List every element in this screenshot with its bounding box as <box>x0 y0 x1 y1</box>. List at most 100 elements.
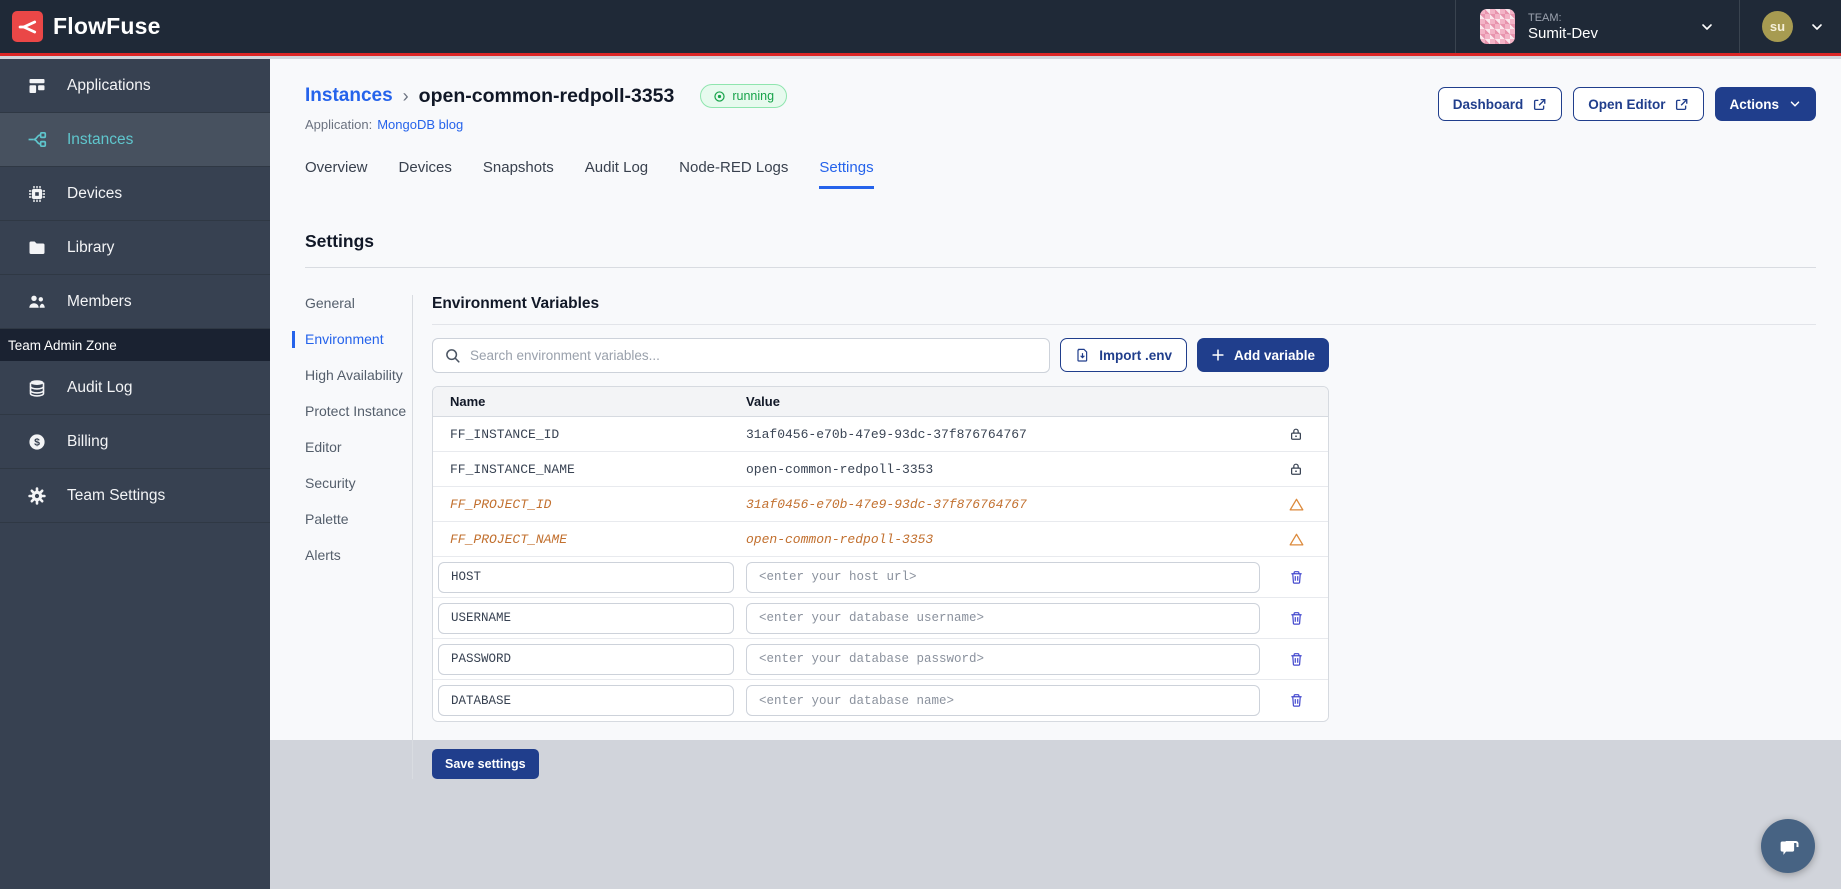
search-input[interactable] <box>470 348 1039 363</box>
tab-snapshots[interactable]: Snapshots <box>482 159 554 176</box>
instances-icon <box>26 129 48 150</box>
env-var-name-input[interactable] <box>438 602 734 634</box>
column-header-value: Value <box>746 394 780 409</box>
env-var-value: 31af0456-e70b-47e9-93dc-37f876764767 <box>746 496 1027 512</box>
sidebar-item-label: Audit Log <box>67 378 133 396</box>
sidebar-item-label: Billing <box>67 432 109 450</box>
env-var-value: open-common-redpoll-3353 <box>746 461 934 477</box>
team-admin-zone-label: Team Admin Zone <box>0 329 270 361</box>
dashboard-button[interactable]: Dashboard <box>1437 87 1563 121</box>
add-variable-button[interactable]: Add variable <box>1196 338 1329 372</box>
open-editor-button[interactable]: Open Editor <box>1573 87 1705 121</box>
sidebar-item-billing[interactable]: $ Billing <box>0 415 270 469</box>
chat-icon <box>1780 840 1799 855</box>
settings-nav-protect-instance[interactable]: Protect Instance <box>305 403 407 419</box>
chip-icon <box>26 184 48 204</box>
settings-subnav: General Environment High Availability Pr… <box>292 295 412 779</box>
team-avatar <box>1480 9 1515 44</box>
chevron-down-icon <box>1790 101 1800 107</box>
tab-node-red-logs[interactable]: Node-RED Logs <box>679 159 789 176</box>
settings-nav-general[interactable]: General <box>305 295 355 311</box>
applications-icon <box>26 76 48 96</box>
env-var-name-input[interactable] <box>438 643 734 675</box>
settings-nav-environment[interactable]: Environment <box>292 331 412 348</box>
settings-section: Settings General Environment High Availa… <box>292 231 1816 779</box>
sidebar-item-instances[interactable]: Instances <box>0 113 270 167</box>
actions-button[interactable]: Actions <box>1715 87 1816 121</box>
tab-devices[interactable]: Devices <box>398 159 452 176</box>
sidebar-item-label: Library <box>67 238 115 256</box>
sidebar-item-applications[interactable]: Applications <box>0 59 270 113</box>
tab-overview[interactable]: Overview <box>305 159 368 176</box>
user-menu[interactable]: su <box>1740 11 1841 42</box>
lock-icon <box>1264 427 1328 441</box>
plus-icon <box>1212 349 1224 361</box>
env-var-value-input[interactable] <box>746 602 1260 634</box>
add-variable-label: Add variable <box>1233 347 1315 363</box>
sidebar-item-team-settings[interactable]: Team Settings <box>0 469 270 523</box>
dollar-icon: $ <box>26 432 48 452</box>
sidebar-item-label: Team Settings <box>67 486 166 504</box>
settings-title: Settings <box>305 231 375 251</box>
tab-settings[interactable]: Settings <box>819 159 874 189</box>
search-icon <box>446 349 460 363</box>
sidebar-item-label: Devices <box>67 184 123 202</box>
database-icon <box>26 378 48 398</box>
gear-icon <box>26 486 48 506</box>
sidebar-item-audit-log[interactable]: Audit Log <box>0 361 270 415</box>
brand-name: FlowFuse <box>53 13 161 39</box>
save-settings-button[interactable]: Save settings <box>432 749 539 779</box>
status-badge: running <box>700 84 788 108</box>
env-var-name-input[interactable] <box>438 685 734 716</box>
lock-icon <box>1264 462 1328 476</box>
tab-audit-log[interactable]: Audit Log <box>584 159 649 176</box>
settings-nav-palette[interactable]: Palette <box>305 511 349 527</box>
page-title: open-common-redpoll-3353 <box>418 84 675 107</box>
import-env-button[interactable]: Import .env <box>1060 338 1187 372</box>
team-switcher[interactable]: TEAM: Sumit-Dev <box>1455 0 1740 53</box>
env-var-name: FF_PROJECT_ID <box>450 496 552 512</box>
settings-nav-security[interactable]: Security <box>305 475 356 491</box>
environment-variables-title: Environment Variables <box>432 295 600 312</box>
env-var-value: open-common-redpoll-3353 <box>746 531 934 547</box>
settings-nav-high-availability[interactable]: High Availability <box>305 367 403 383</box>
flowfuse-logo[interactable]: FlowFuse <box>12 11 161 42</box>
sidebar-item-members[interactable]: Members <box>0 275 270 329</box>
application-link[interactable]: MongoDB blog <box>377 117 464 132</box>
users-icon <box>26 292 48 312</box>
open-editor-button-label: Open Editor <box>1588 96 1666 112</box>
table-row: FF_INSTANCE_ID 31af0456-e70b-47e9-93dc-3… <box>433 417 1328 452</box>
trash-icon[interactable] <box>1264 611 1328 626</box>
trash-icon[interactable] <box>1264 652 1328 667</box>
sidebar: Applications Instances Devices Library M… <box>0 59 270 889</box>
team-name: Sumit-Dev <box>1528 24 1599 42</box>
breadcrumb-separator: › <box>402 85 409 106</box>
env-var-name: FF_INSTANCE_NAME <box>450 461 575 477</box>
instance-tabs: Overview Devices Snapshots Audit Log Nod… <box>305 159 1816 189</box>
env-var-value: 31af0456-e70b-47e9-93dc-37f876764767 <box>746 426 1027 442</box>
settings-nav-alerts[interactable]: Alerts <box>305 547 341 563</box>
column-header-name: Name <box>450 394 486 409</box>
env-var-value-input[interactable] <box>746 561 1260 593</box>
env-var-value-input[interactable] <box>746 643 1260 675</box>
table-row: FF_INSTANCE_NAME open-common-redpoll-335… <box>433 452 1328 487</box>
top-navbar: FlowFuse TEAM: Sumit-Dev su <box>0 0 1841 56</box>
user-avatar: su <box>1762 11 1793 42</box>
breadcrumb: Instances › open-common-redpoll-3353 run… <box>305 84 788 108</box>
env-var-value-input[interactable] <box>746 685 1260 716</box>
sidebar-item-devices[interactable]: Devices <box>0 167 270 221</box>
flowfuse-logo-icon <box>12 11 43 42</box>
trash-icon[interactable] <box>1264 570 1328 585</box>
breadcrumb-instances-link[interactable]: Instances <box>305 85 393 106</box>
sidebar-item-library[interactable]: Library <box>0 221 270 275</box>
table-row <box>433 680 1328 721</box>
settings-nav-editor[interactable]: Editor <box>305 439 342 455</box>
table-row <box>433 557 1328 598</box>
settings-divider <box>305 267 1816 268</box>
instance-header: Instances › open-common-redpoll-3353 run… <box>305 84 1816 132</box>
running-status-icon <box>714 90 726 102</box>
chat-widget-button[interactable] <box>1761 819 1815 873</box>
trash-icon[interactable] <box>1264 693 1328 708</box>
env-var-name-input[interactable] <box>438 561 734 593</box>
application-line: Application: MongoDB blog <box>305 117 787 132</box>
